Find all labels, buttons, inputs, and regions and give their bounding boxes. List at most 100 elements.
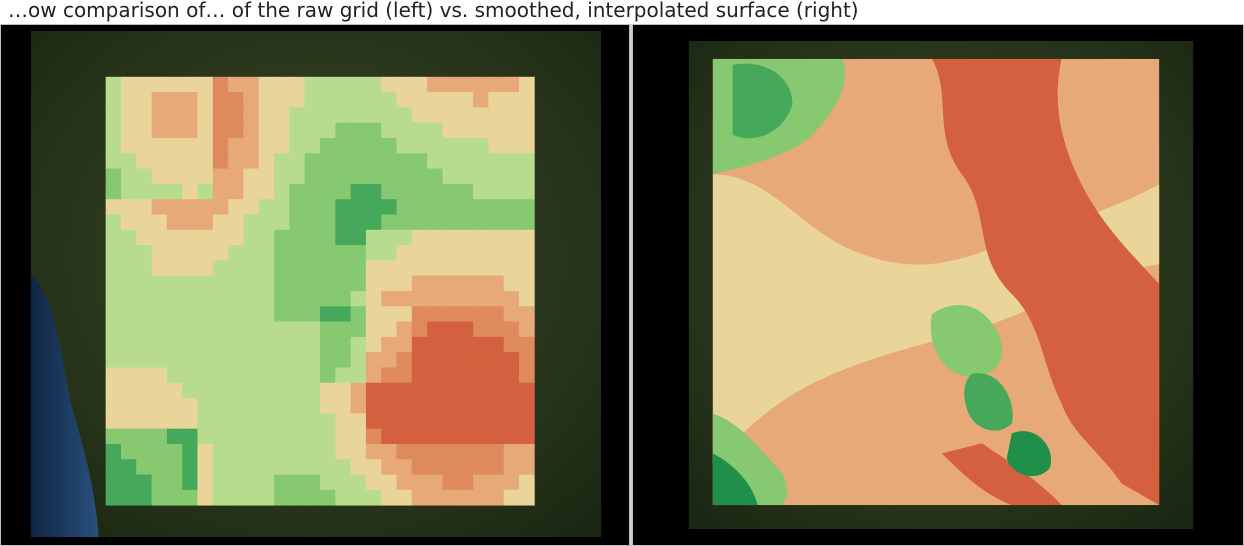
grid-cell bbox=[197, 107, 214, 124]
grid-cell bbox=[304, 92, 321, 108]
grid-cell bbox=[136, 153, 153, 170]
grid-cell bbox=[473, 382, 489, 399]
grid-cell bbox=[243, 275, 260, 292]
grid-cell bbox=[396, 92, 413, 108]
grid-cell bbox=[488, 306, 505, 323]
grid-cell bbox=[151, 382, 168, 399]
grid-cell bbox=[212, 443, 229, 460]
grid-cell bbox=[258, 306, 275, 323]
grid-cell bbox=[350, 398, 367, 414]
grid-cell bbox=[243, 214, 260, 231]
grid-cell bbox=[258, 199, 275, 215]
grid-cell bbox=[212, 199, 229, 215]
grid-cell bbox=[473, 459, 489, 475]
grid-cell bbox=[350, 428, 367, 445]
raw-grid-map-panel[interactable] bbox=[0, 24, 630, 546]
grid-cell bbox=[136, 260, 153, 277]
grid-cell bbox=[304, 352, 321, 368]
grid-cell bbox=[442, 199, 459, 215]
grid-cell bbox=[473, 428, 489, 445]
grid-cell bbox=[105, 459, 122, 475]
grid-cell bbox=[350, 229, 367, 246]
grid-cell bbox=[335, 352, 352, 368]
grid-cell bbox=[274, 443, 290, 460]
grid-cell bbox=[212, 214, 229, 231]
grid-cell bbox=[442, 398, 459, 414]
grid-cell bbox=[212, 153, 229, 170]
grid-cell bbox=[518, 183, 535, 200]
grid-cell bbox=[136, 229, 153, 246]
grid-cell bbox=[365, 443, 382, 460]
grid-cell bbox=[228, 428, 244, 445]
grid-cell bbox=[274, 352, 290, 368]
grid-cell bbox=[335, 199, 352, 215]
grid-cell bbox=[243, 489, 260, 506]
grid-cell bbox=[136, 290, 153, 307]
grid-cell bbox=[473, 153, 489, 170]
grid-cell bbox=[136, 459, 153, 475]
grid-cell bbox=[258, 245, 275, 261]
grid-cell bbox=[335, 168, 352, 185]
grid-cell bbox=[365, 260, 382, 277]
grid-cell bbox=[304, 260, 321, 277]
grid-cell bbox=[228, 459, 244, 475]
grid-cell bbox=[457, 459, 474, 475]
grid-cell bbox=[365, 321, 382, 338]
grid-cell bbox=[136, 199, 153, 215]
grid-cell bbox=[151, 306, 168, 323]
grid-cell bbox=[228, 352, 244, 368]
grid-cell bbox=[212, 306, 229, 323]
grid-cell bbox=[258, 107, 275, 124]
grid-cell bbox=[289, 229, 306, 246]
grid-cell bbox=[105, 168, 122, 185]
grid-cell bbox=[411, 168, 428, 185]
grid-cell bbox=[197, 443, 214, 460]
grid-cell bbox=[228, 321, 244, 338]
grid-cell bbox=[304, 183, 321, 200]
grid-cell bbox=[166, 321, 183, 338]
grid-cell bbox=[105, 137, 122, 154]
grid-cell bbox=[212, 260, 229, 277]
grid-cell bbox=[258, 122, 275, 139]
grid-cell bbox=[304, 489, 321, 506]
grid-cell bbox=[457, 76, 474, 93]
grid-cell bbox=[319, 107, 336, 124]
grid-cell bbox=[121, 474, 137, 491]
grid-cell bbox=[151, 352, 168, 368]
grid-cell bbox=[289, 199, 306, 215]
grid-cell bbox=[396, 153, 413, 170]
grid-cell bbox=[197, 336, 214, 353]
grid-cell bbox=[197, 474, 214, 491]
grid-cell bbox=[411, 275, 428, 292]
grid-cell bbox=[212, 367, 229, 384]
grid-cell bbox=[319, 352, 336, 368]
grid-cell bbox=[289, 367, 306, 384]
grid-cell bbox=[518, 260, 535, 277]
grid-cell bbox=[427, 153, 443, 170]
grid-cell bbox=[212, 413, 229, 430]
grid-cell bbox=[457, 229, 474, 246]
grid-cell bbox=[365, 183, 382, 200]
grid-cell bbox=[457, 443, 474, 460]
grid-cell bbox=[243, 168, 260, 185]
grid-cell bbox=[197, 214, 214, 231]
grid-cell bbox=[197, 306, 214, 323]
grid-cell bbox=[411, 352, 428, 368]
grid-cell bbox=[442, 290, 459, 307]
grid-cell bbox=[136, 352, 153, 368]
grid-cell bbox=[411, 382, 428, 399]
grid-cell bbox=[427, 229, 443, 246]
grid-cell bbox=[258, 336, 275, 353]
grid-cell bbox=[396, 398, 413, 414]
grid-cell bbox=[473, 107, 489, 124]
grid-cell bbox=[289, 306, 306, 323]
grid-cell bbox=[411, 122, 428, 139]
grid-cell bbox=[335, 92, 352, 108]
grid-cell bbox=[258, 443, 275, 460]
grid-cell bbox=[518, 275, 535, 292]
smoothed-map-panel[interactable] bbox=[632, 24, 1244, 546]
grid-cell bbox=[518, 199, 535, 215]
grid-cell bbox=[136, 183, 153, 200]
grid-cell bbox=[243, 382, 260, 399]
grid-cell bbox=[289, 336, 306, 353]
